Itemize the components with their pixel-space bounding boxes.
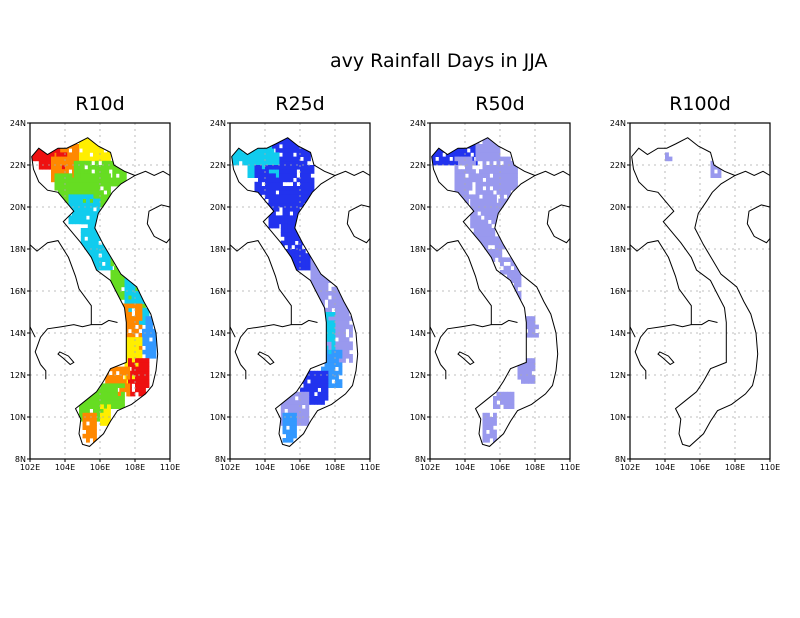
panel-title-r25d: R25d: [275, 93, 325, 115]
rainfall-cell-group-2: [454, 156, 518, 208]
lat-tick-label: 12N: [410, 371, 426, 380]
lat-tick-label: 18N: [10, 245, 26, 254]
lon-tick-label: 108E: [125, 463, 145, 472]
lat-tick-label: 16N: [410, 287, 426, 296]
lat-tick-label: 20N: [10, 203, 26, 212]
lat-tick-label: 16N: [10, 287, 26, 296]
lon-tick-label: 102E: [620, 463, 640, 472]
lat-tick-label: 12N: [610, 371, 626, 380]
lat-tick-label: 18N: [210, 245, 226, 254]
rainfall-cell-group-7: [493, 391, 515, 409]
lat-tick-label: 8N: [215, 455, 226, 464]
lat-tick-label: 8N: [415, 455, 426, 464]
lat-tick-label: 8N: [15, 455, 26, 464]
lon-tick-label: 110E: [760, 463, 780, 472]
lat-tick-label: 10N: [610, 413, 626, 422]
lon-tick-label: 104E: [455, 463, 475, 472]
lat-tick-label: 20N: [410, 203, 426, 212]
rainfall-cell-group-11: [282, 412, 297, 443]
lat-tick-label: 18N: [410, 245, 426, 254]
lat-tick-label: 16N: [210, 287, 226, 296]
lon-tick-label: 106E: [290, 463, 310, 472]
lon-tick-label: 108E: [725, 463, 745, 472]
lat-tick-label: 8N: [615, 455, 626, 464]
lon-tick-label: 110E: [360, 463, 380, 472]
lat-tick-label: 10N: [210, 413, 226, 422]
lon-tick-label: 102E: [420, 463, 440, 472]
lon-tick-label: 106E: [490, 463, 510, 472]
lat-tick-label: 14N: [10, 329, 26, 338]
rainfall-cell-group-8: [80, 219, 113, 271]
lat-tick-label: 18N: [610, 245, 626, 254]
lat-tick-label: 22N: [10, 161, 26, 170]
lat-tick-label: 24N: [610, 119, 626, 128]
panel-title-r10d: R10d: [75, 93, 125, 115]
gridlines: [30, 123, 170, 459]
lon-tick-label: 106E: [90, 463, 110, 472]
rainfall-cell-group-0: [665, 152, 673, 162]
rainfall-cell-group-18: [82, 412, 97, 443]
lon-tick-label: 104E: [55, 463, 75, 472]
lon-tick-label: 108E: [325, 463, 345, 472]
lat-tick-label: 22N: [410, 161, 426, 170]
figure-title: avy Rainfall Days in JJA: [330, 50, 548, 72]
rainfall-cell-group-4: [500, 257, 522, 300]
lat-tick-label: 24N: [410, 119, 426, 128]
lat-tick-label: 14N: [610, 329, 626, 338]
lon-tick-label: 104E: [655, 463, 675, 472]
lat-tick-label: 20N: [210, 203, 226, 212]
lat-tick-label: 10N: [410, 413, 426, 422]
lat-tick-label: 22N: [610, 161, 626, 170]
lat-tick-label: 24N: [210, 119, 226, 128]
lat-tick-label: 14N: [210, 329, 226, 338]
panel-title-r50d: R50d: [475, 93, 525, 115]
rainfall-cell-group-1: [710, 160, 722, 178]
gridlines: [630, 123, 770, 459]
lat-tick-label: 10N: [10, 413, 26, 422]
lat-tick-label: 20N: [610, 203, 626, 212]
coastline: [429, 137, 571, 447]
gridlines: [430, 123, 570, 459]
coastline: [29, 137, 171, 447]
lon-tick-label: 106E: [690, 463, 710, 472]
lon-tick-label: 110E: [160, 463, 180, 472]
lon-tick-label: 108E: [525, 463, 545, 472]
panel-title-r100d: R100d: [669, 93, 731, 115]
lat-tick-label: 22N: [210, 161, 226, 170]
lat-tick-label: 16N: [610, 287, 626, 296]
lat-tick-label: 24N: [10, 119, 26, 128]
rainfall-cell-group-9: [300, 370, 329, 405]
lon-tick-label: 104E: [255, 463, 275, 472]
rainfall-cell-group-8: [482, 412, 497, 443]
lon-tick-label: 102E: [20, 463, 40, 472]
lon-tick-label: 110E: [560, 463, 580, 472]
coastline: [229, 137, 371, 447]
rainfall-cell-group-12: [142, 316, 157, 359]
lat-tick-label: 12N: [10, 371, 26, 380]
rainfall-cell-group-14: [128, 358, 150, 397]
gridlines: [230, 123, 370, 459]
lat-tick-label: 14N: [410, 329, 426, 338]
lon-tick-label: 102E: [220, 463, 240, 472]
lat-tick-label: 12N: [210, 371, 226, 380]
rainfall-cell-group-19: [100, 404, 111, 426]
